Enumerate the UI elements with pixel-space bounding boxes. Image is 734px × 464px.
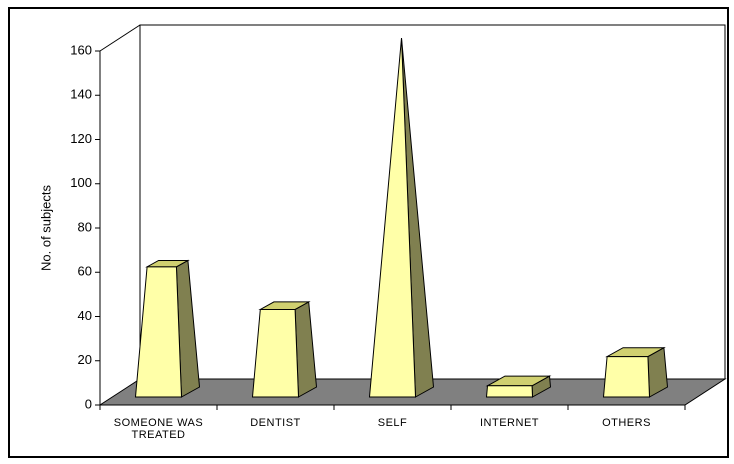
bar-front bbox=[602, 356, 651, 398]
y-tick-label: 40 bbox=[78, 308, 92, 323]
y-tick-label: 60 bbox=[78, 264, 92, 279]
bar-front bbox=[251, 308, 300, 398]
bar-front bbox=[485, 385, 534, 398]
bar bbox=[134, 259, 201, 398]
bar bbox=[485, 375, 552, 398]
y-axis-depth bbox=[99, 24, 141, 52]
x-tick-label: SELF bbox=[377, 417, 408, 429]
y-tick-label: 160 bbox=[70, 42, 92, 57]
x-tick-label: INTERNET bbox=[480, 417, 539, 429]
y-tick-label: 100 bbox=[70, 175, 92, 190]
x-tick-label: OTHERS bbox=[602, 417, 651, 429]
x-tick-label: DENTIST bbox=[250, 417, 301, 429]
x-tick-label: SOMEONE WAS TREATED bbox=[113, 417, 204, 441]
y-tick-label: 20 bbox=[78, 352, 92, 367]
y-tick-label: 140 bbox=[70, 87, 92, 102]
y-tick-label: 80 bbox=[78, 219, 92, 234]
chart-border bbox=[8, 7, 729, 458]
bar-front bbox=[134, 266, 183, 398]
bar bbox=[602, 346, 669, 398]
bar bbox=[251, 301, 318, 398]
y-tick-label: 0 bbox=[85, 396, 92, 411]
bar-front bbox=[368, 37, 417, 398]
y-axis-label: No. of subjects bbox=[38, 185, 53, 271]
y-tick-label: 120 bbox=[70, 131, 92, 146]
back-wall bbox=[139, 24, 726, 380]
bar bbox=[368, 37, 435, 398]
